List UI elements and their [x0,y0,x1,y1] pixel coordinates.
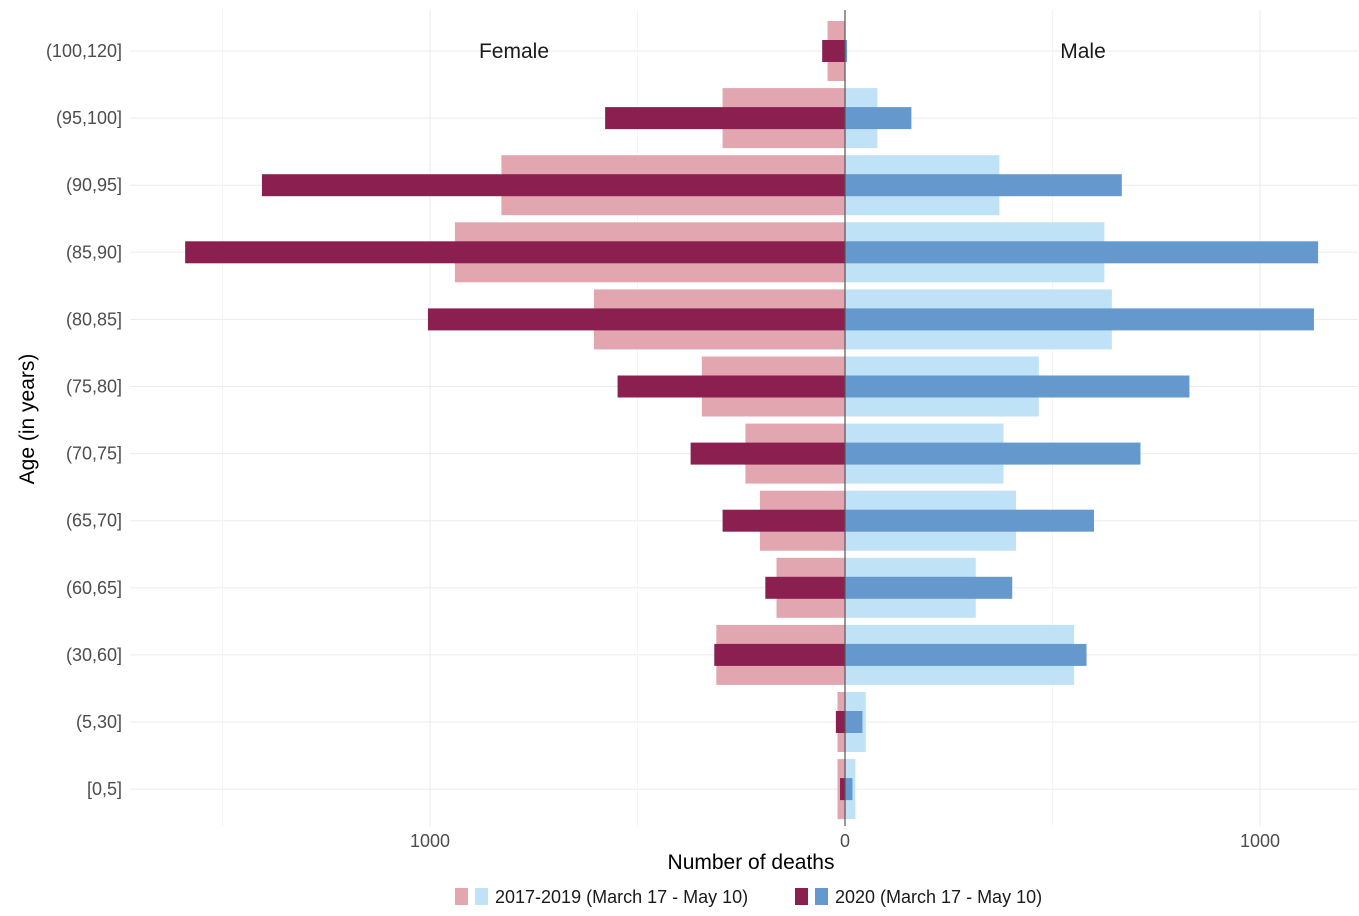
y-tick-label: (95,100] [56,108,122,128]
bar-female-2020-0-5 [840,778,845,801]
y-tick-label: (80,85] [66,309,122,329]
x-tick-label: 0 [840,831,850,851]
bar-female-2020-100-120 [822,40,845,62]
bar-female-2020-70-75 [690,442,845,465]
y-tick-label: (90,95] [66,175,122,195]
legend-swatch-baseline-female [455,888,468,905]
legend-label-2020: 2020 (March 17 - May 10) [835,887,1042,907]
y-tick-labels: [0,5] (5,30] (30,60] (60,65] (65,70] (70,75] (… [46,41,122,799]
bar-male-2020-95-100 [845,107,912,130]
legend-label-baseline: 2017-2019 (March 17 - May 10) [495,887,748,907]
bar-male-2020-65-70 [845,509,1094,532]
y-tick-label: (5,30] [76,712,122,732]
bar-male-2020-90-95 [845,174,1122,197]
bars-layer [185,21,1319,820]
y-tick-label: (75,80] [66,377,122,397]
legend: 2017-2019 (March 17 - May 10) 2020 (Marc… [455,887,1042,907]
x-tick-label: 1000 [1240,831,1280,851]
legend-swatch-2020-female [795,888,808,905]
bar-female-2020-80-85 [427,308,845,331]
legend-swatch-2020-male [815,888,828,905]
bar-female-2020-30-60 [714,643,845,666]
y-tick-label: (65,70] [66,511,122,531]
bar-male-2020-0-5 [845,778,853,801]
bar-male-2020-70-75 [845,442,1141,465]
bar-male-2020-5-30 [845,711,863,733]
y-tick-label: [0,5] [87,779,122,799]
bar-female-2020-75-80 [617,375,845,398]
bar-male-2020-75-80 [845,375,1190,398]
bar-female-2020-5-30 [835,711,845,733]
x-axis-title: Number of deaths [668,851,835,874]
bar-female-2020-85-90 [185,241,845,264]
bar-male-2020-30-60 [845,643,1087,666]
x-tick-label: 1000 [410,831,450,851]
bar-male-2020-100-120 [845,40,848,62]
y-tick-label: (30,60] [66,645,122,665]
panel-label-male: Male [1060,40,1106,63]
bar-female-2020-65-70 [722,509,845,532]
y-tick-label: (100,120] [46,41,122,61]
bar-male-2020-60-65 [845,576,1013,599]
y-tick-label: (70,75] [66,444,122,464]
y-tick-label: (60,65] [66,578,122,598]
bar-male-2020-80-85 [845,308,1314,331]
bar-female-2020-60-65 [765,576,845,599]
panel-label-female: Female [479,40,549,63]
bar-female-2020-95-100 [605,107,845,130]
bar-male-2020-85-90 [845,241,1319,264]
legend-swatch-baseline-male [475,888,488,905]
x-tick-labels: 1000 0 1000 [410,831,1280,851]
y-axis-title: Age (in years) [16,354,39,485]
bar-female-2020-90-95 [261,174,845,197]
y-tick-label: (85,90] [66,242,122,262]
